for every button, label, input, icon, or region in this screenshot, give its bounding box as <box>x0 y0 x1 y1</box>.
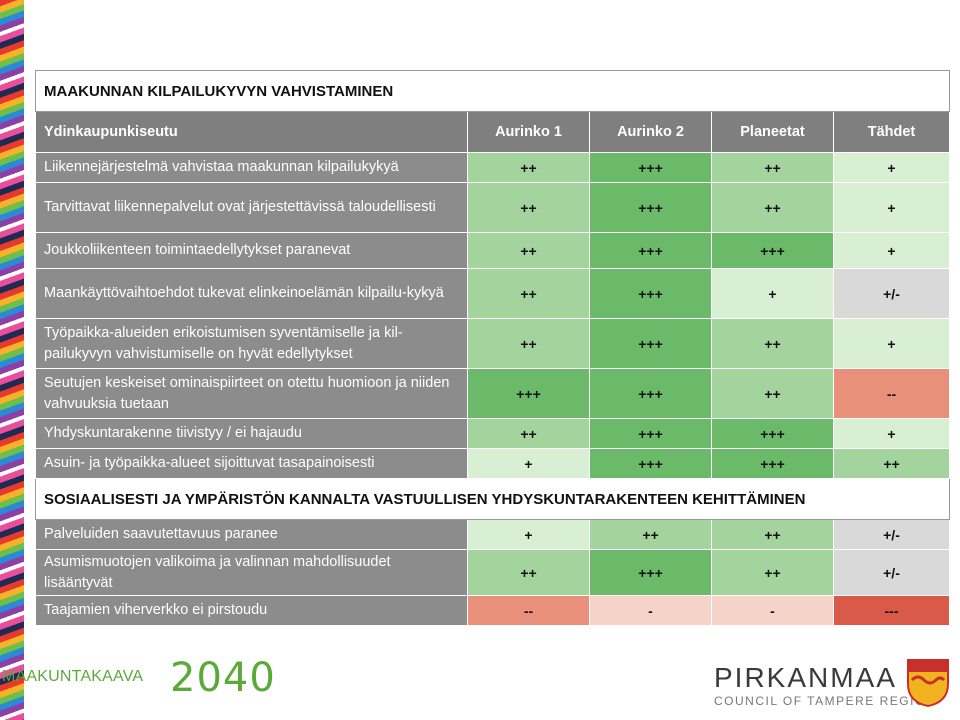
table-row: Taajamien viherverkko ei pirstoudu -- - - --… <box>35 595 950 626</box>
criterion-label: Yhdyskuntarakenne tiivistyy / ei hajaudu <box>35 418 468 449</box>
section-row: MAAKUNNAN KILPAILUKYVYN VAHVISTAMINEN <box>35 70 950 112</box>
column-header-tahdet: Tähdet <box>833 111 950 153</box>
rating-cell: +++ <box>467 368 590 419</box>
header-row: Ydinkaupunkiseutu Aurinko 1 Aurinko 2 Pl… <box>35 111 950 153</box>
criterion-label: Palveluiden saavutettavuus paranee <box>35 519 468 550</box>
rating-cell: +++ <box>589 182 712 233</box>
rating-cell: ++ <box>833 448 950 479</box>
section-row: SOSIAALISESTI JA YMPÄRISTÖN KANNALTA VAS… <box>35 478 950 520</box>
criterion-label: Työpaikka-alueiden erikoistumisen syvent… <box>35 318 468 369</box>
table-row: Yhdyskuntarakenne tiivistyy / ei hajaudu… <box>35 418 950 449</box>
rating-cell: + <box>467 519 590 550</box>
criterion-label: Seutujen keskeiset ominaispiirteet on ot… <box>35 368 468 419</box>
column-header-aurinko-2: Aurinko 2 <box>589 111 712 153</box>
rating-cell: --- <box>833 595 950 626</box>
header-row-label: Ydinkaupunkiseutu <box>35 111 468 153</box>
rating-cell: ++ <box>711 182 834 233</box>
criterion-label: Taajamien viherverkko ei pirstoudu <box>35 595 468 626</box>
color-stripe-decoration <box>0 0 24 720</box>
criterion-label: Tarvittavat liikennepalvelut ovat järjes… <box>35 182 468 233</box>
rating-cell: ++ <box>711 549 834 596</box>
table-row: Työpaikka-alueiden erikoistumisen syvent… <box>35 318 950 369</box>
section-title-competitiveness: MAAKUNNAN KILPAILUKYVYN VAHVISTAMINEN <box>35 70 950 112</box>
table-row: Asumismuotojen valikoima ja valinnan mah… <box>35 549 950 596</box>
column-header-planeetat: Planeetat <box>711 111 834 153</box>
rating-cell: + <box>833 152 950 183</box>
rating-cell: +++ <box>589 268 712 319</box>
criterion-label: Joukkoliikenteen toimintaedellytykset pa… <box>35 232 468 269</box>
table-row: Tarvittavat liikennepalvelut ovat järjes… <box>35 182 950 233</box>
rating-cell: +/- <box>833 549 950 596</box>
rating-cell: ++ <box>711 152 834 183</box>
section-title-sustainability: SOSIAALISESTI JA YMPÄRISTÖN KANNALTA VAS… <box>35 478 950 520</box>
rating-cell: + <box>833 418 950 449</box>
rating-cell: +++ <box>589 549 712 596</box>
rating-cell: + <box>833 318 950 369</box>
rating-cell: +++ <box>711 418 834 449</box>
rating-cell: ++ <box>467 152 590 183</box>
rating-cell: - <box>589 595 712 626</box>
rating-cell: ++ <box>467 549 590 596</box>
table-row: Asuin- ja työpaikka-alueet sijoittuvat t… <box>35 448 950 479</box>
assessment-table-wrapper: MAAKUNNAN KILPAILUKYVYN VAHVISTAMINEN Yd… <box>35 70 950 626</box>
rating-cell: - <box>711 595 834 626</box>
rating-cell: ++ <box>467 182 590 233</box>
criterion-label: Liikennejärjestelmä vahvistaa maakunnan … <box>35 152 468 183</box>
rating-cell: + <box>833 182 950 233</box>
rating-cell: +++ <box>589 418 712 449</box>
rating-cell: +++ <box>711 448 834 479</box>
rating-cell: +++ <box>711 232 834 269</box>
rating-cell: + <box>711 268 834 319</box>
rating-cell: ++ <box>467 268 590 319</box>
pirkanmaa-crest-icon <box>907 659 949 708</box>
rating-cell: ++ <box>711 318 834 369</box>
rating-cell: +++ <box>589 232 712 269</box>
column-header-aurinko-1: Aurinko 1 <box>467 111 590 153</box>
rating-cell: ++ <box>467 418 590 449</box>
criterion-label: Asuin- ja työpaikka-alueet sijoittuvat t… <box>35 448 468 479</box>
rating-cell: ++ <box>711 519 834 550</box>
rating-cell: ++ <box>467 232 590 269</box>
rating-cell: -- <box>467 595 590 626</box>
table-row: Palveluiden saavutettavuus paranee + ++ ++ +… <box>35 519 950 550</box>
rating-cell: +++ <box>589 368 712 419</box>
org-subtitle: COUNCIL OF TAMPERE REGION <box>714 694 936 708</box>
rating-cell: ++ <box>711 368 834 419</box>
rating-cell: +++ <box>589 448 712 479</box>
table-row: Seutujen keskeiset ominaispiirteet on ot… <box>35 368 950 419</box>
org-name: PIRKANMAA <box>714 662 897 693</box>
plan-year: 2040 <box>170 655 276 701</box>
criterion-label: Maankäyttövaihtoehdot tukevat elinkeinoe… <box>35 268 468 319</box>
rating-cell: + <box>467 448 590 479</box>
table-row: Maankäyttövaihtoehdot tukevat elinkeinoe… <box>35 268 950 319</box>
rating-cell: +++ <box>589 152 712 183</box>
rating-cell: ++ <box>467 318 590 369</box>
rating-cell: + <box>833 232 950 269</box>
rating-cell: +/- <box>833 268 950 319</box>
rating-cell: ++ <box>589 519 712 550</box>
table-row: Liikennejärjestelmä vahvistaa maakunnan … <box>35 152 950 183</box>
criterion-label: Asumismuotojen valikoima ja valinnan mah… <box>35 549 468 596</box>
plan-name: MAAKUNTAKAAVA <box>2 668 144 685</box>
rating-cell: +++ <box>589 318 712 369</box>
rating-cell: +/- <box>833 519 950 550</box>
rating-cell: -- <box>833 368 950 419</box>
table-row: Joukkoliikenteen toimintaedellytykset pa… <box>35 232 950 269</box>
assessment-table: MAAKUNNAN KILPAILUKYVYN VAHVISTAMINEN Yd… <box>35 70 950 626</box>
